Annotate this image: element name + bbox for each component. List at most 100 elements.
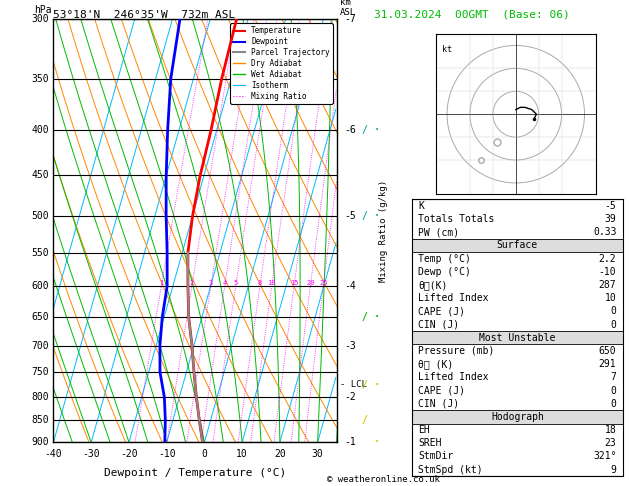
Text: 20: 20	[306, 280, 314, 286]
Text: 0: 0	[611, 306, 616, 316]
Text: 291: 291	[599, 359, 616, 369]
Text: Lifted Index: Lifted Index	[418, 293, 489, 303]
Text: •: •	[376, 213, 379, 219]
Text: 0: 0	[611, 399, 616, 409]
Text: 9: 9	[611, 465, 616, 475]
Text: 8: 8	[258, 280, 262, 286]
Text: /: /	[362, 380, 368, 390]
Text: •: •	[376, 439, 379, 445]
Text: CAPE (J): CAPE (J)	[418, 306, 465, 316]
Text: 10: 10	[237, 449, 248, 459]
Text: 0: 0	[611, 385, 616, 396]
Text: Dewp (°C): Dewp (°C)	[418, 267, 471, 277]
Text: 650: 650	[599, 346, 616, 356]
Text: 650: 650	[31, 312, 49, 322]
Text: Hodograph: Hodograph	[491, 412, 544, 422]
Text: 500: 500	[31, 211, 49, 221]
Text: •: •	[376, 127, 379, 133]
Text: 1: 1	[159, 280, 164, 286]
Text: -30: -30	[82, 449, 100, 459]
Text: /: /	[362, 125, 368, 135]
Text: 450: 450	[31, 171, 49, 180]
Text: θᴇ (K): θᴇ (K)	[418, 359, 454, 369]
Text: 287: 287	[599, 280, 616, 290]
Text: 4: 4	[223, 280, 227, 286]
Text: -3: -3	[344, 341, 356, 350]
Text: 321°: 321°	[593, 451, 616, 462]
Text: StmSpd (kt): StmSpd (kt)	[418, 465, 483, 475]
Text: 800: 800	[31, 392, 49, 402]
Text: Temp (°C): Temp (°C)	[418, 254, 471, 263]
Text: 20: 20	[274, 449, 286, 459]
Text: 10: 10	[604, 293, 616, 303]
Text: -10: -10	[158, 449, 175, 459]
Bar	[412, 331, 623, 345]
Text: 39: 39	[604, 214, 616, 224]
Text: hPa: hPa	[34, 5, 52, 15]
Text: Pressure (mb): Pressure (mb)	[418, 346, 494, 356]
Text: -4: -4	[344, 281, 356, 291]
Text: •: •	[376, 314, 379, 320]
Text: 2: 2	[190, 280, 194, 286]
Text: Most Unstable: Most Unstable	[479, 333, 555, 343]
Text: 550: 550	[31, 248, 49, 258]
Text: 31.03.2024  00GMT  (Base: 06): 31.03.2024 00GMT (Base: 06)	[374, 10, 570, 20]
Text: 600: 600	[31, 281, 49, 291]
Text: 0.33: 0.33	[593, 227, 616, 237]
Text: 850: 850	[31, 415, 49, 425]
Text: Surface: Surface	[497, 241, 538, 250]
Text: SREH: SREH	[418, 438, 442, 448]
Text: -20: -20	[120, 449, 138, 459]
Text: 2.2: 2.2	[599, 254, 616, 263]
Text: 350: 350	[31, 74, 49, 84]
Bar	[412, 239, 623, 252]
Text: CIN (J): CIN (J)	[418, 320, 459, 330]
Text: 30: 30	[312, 449, 323, 459]
Text: 700: 700	[31, 341, 49, 350]
Text: 7: 7	[611, 372, 616, 382]
Text: 10: 10	[267, 280, 276, 286]
Text: EH: EH	[418, 425, 430, 435]
Text: 23: 23	[604, 438, 616, 448]
Text: Mixing Ratio (g/kg): Mixing Ratio (g/kg)	[379, 180, 388, 282]
Text: -5: -5	[344, 211, 356, 221]
Bar	[412, 410, 623, 423]
Text: 0: 0	[201, 449, 208, 459]
Text: -7: -7	[344, 15, 356, 24]
Text: 750: 750	[31, 367, 49, 377]
Text: StmDir: StmDir	[418, 451, 454, 462]
Text: Totals Totals: Totals Totals	[418, 214, 494, 224]
Text: 5: 5	[233, 280, 238, 286]
Text: CAPE (J): CAPE (J)	[418, 385, 465, 396]
Text: 400: 400	[31, 125, 49, 135]
Text: km
ASL: km ASL	[340, 0, 356, 17]
Legend: Temperature, Dewpoint, Parcel Trajectory, Dry Adiabat, Wet Adiabat, Isotherm, Mi: Temperature, Dewpoint, Parcel Trajectory…	[230, 23, 333, 104]
Text: /: /	[362, 211, 368, 221]
Text: 900: 900	[31, 437, 49, 447]
Text: •: •	[376, 382, 379, 388]
Text: /: /	[362, 312, 368, 322]
Text: CIN (J): CIN (J)	[418, 399, 459, 409]
Text: Lifted Index: Lifted Index	[418, 372, 489, 382]
Text: 18: 18	[604, 425, 616, 435]
Text: Dewpoint / Temperature (°C): Dewpoint / Temperature (°C)	[104, 468, 286, 478]
Text: kt: kt	[442, 46, 452, 54]
Text: K: K	[418, 201, 424, 211]
Text: 25: 25	[319, 280, 328, 286]
Text: -40: -40	[45, 449, 62, 459]
Text: θᴇ(K): θᴇ(K)	[418, 280, 448, 290]
Text: © weatheronline.co.uk: © weatheronline.co.uk	[327, 474, 440, 484]
Text: 53°18'N  246°35'W  732m ASL: 53°18'N 246°35'W 732m ASL	[53, 10, 236, 20]
Text: 300: 300	[31, 15, 49, 24]
Text: -2: -2	[344, 392, 356, 402]
Text: PW (cm): PW (cm)	[418, 227, 459, 237]
Text: -5: -5	[604, 201, 616, 211]
Text: -10: -10	[599, 267, 616, 277]
Text: - LCL: - LCL	[340, 380, 367, 389]
Text: -6: -6	[344, 125, 356, 135]
Text: /: /	[362, 415, 368, 425]
Text: 0: 0	[611, 320, 616, 330]
Text: 3: 3	[209, 280, 213, 286]
Text: -1: -1	[344, 437, 356, 447]
Text: 15: 15	[290, 280, 298, 286]
